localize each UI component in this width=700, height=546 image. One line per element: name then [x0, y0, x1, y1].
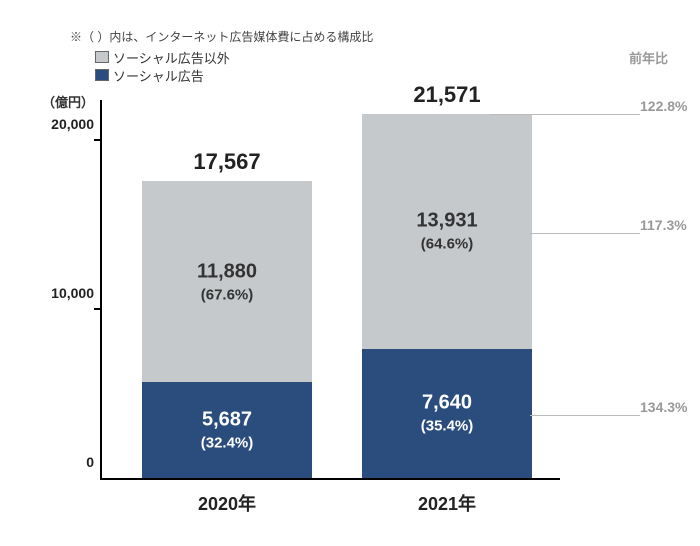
- chart-plot-area: 0 10,000 20,000 5,687 (32.4%) 11,880 (67…: [100, 100, 560, 480]
- legend-swatch-nonsocial: [95, 51, 109, 63]
- bar-2021-social: 7,640 (35.4%): [362, 349, 532, 478]
- ytick-label-1: 10,000: [51, 285, 102, 301]
- legend-swatch-social: [95, 69, 109, 81]
- bar-2021-nonsocial-label: 13,931 (64.6%): [362, 208, 532, 255]
- bar-2021-social-value: 7,640: [362, 390, 532, 417]
- bar-2020-social-label: 5,687 (32.4%): [142, 406, 312, 453]
- legend: ソーシャル広告以外 ソーシャル広告: [95, 48, 230, 84]
- legend-label-social: ソーシャル広告: [113, 66, 204, 85]
- bar-2021-social-pct: (35.4%): [362, 417, 532, 437]
- bar-2021-nonsocial: 13,931 (64.6%): [362, 114, 532, 349]
- bar-2021-nonsocial-pct: (64.6%): [362, 235, 532, 255]
- bar-2020-nonsocial: 11,880 (67.6%): [142, 181, 312, 382]
- footnote-text: ※（ ）内は、インターネット広告媒体費に占める構成比: [70, 28, 373, 45]
- ytick-label-2: 20,000: [51, 116, 102, 132]
- bar-2020-nonsocial-value: 11,880: [142, 258, 312, 285]
- bar-2020-nonsocial-label: 11,880 (67.6%): [142, 258, 312, 305]
- bar-2020-social-pct: (32.4%): [142, 433, 312, 453]
- annotation-social: 134.3%: [640, 399, 687, 415]
- bar-2020-social-value: 5,687: [142, 406, 312, 433]
- x-category-2021: 2021年: [362, 478, 532, 516]
- ytick-mark-1: [94, 308, 102, 310]
- annotation-header: 前年比: [629, 48, 668, 67]
- bar-2020-nonsocial-pct: (67.6%): [142, 285, 312, 305]
- y-axis-title: （億円）: [42, 92, 94, 111]
- bar-2021-social-label: 7,640 (35.4%): [362, 390, 532, 437]
- ytick-label-0: 0: [86, 454, 102, 470]
- leader-nonsocial: [530, 233, 640, 234]
- ytick-mark-2: [94, 139, 102, 141]
- x-category-2020: 2020年: [142, 478, 312, 516]
- bar-2020-social: 5,687 (32.4%): [142, 382, 312, 478]
- legend-item-social: ソーシャル広告: [95, 66, 230, 84]
- leader-social: [530, 415, 640, 416]
- bar-2021-nonsocial-value: 13,931: [362, 208, 532, 235]
- annotation-total: 122.8%: [640, 98, 687, 114]
- legend-label-nonsocial: ソーシャル広告以外: [113, 48, 230, 67]
- annotation-nonsocial: 117.3%: [640, 217, 687, 233]
- leader-total: [490, 114, 640, 115]
- legend-item-nonsocial: ソーシャル広告以外: [95, 48, 230, 66]
- bar-2020-total: 17,567: [142, 149, 312, 175]
- bar-2021-total: 21,571: [362, 82, 532, 108]
